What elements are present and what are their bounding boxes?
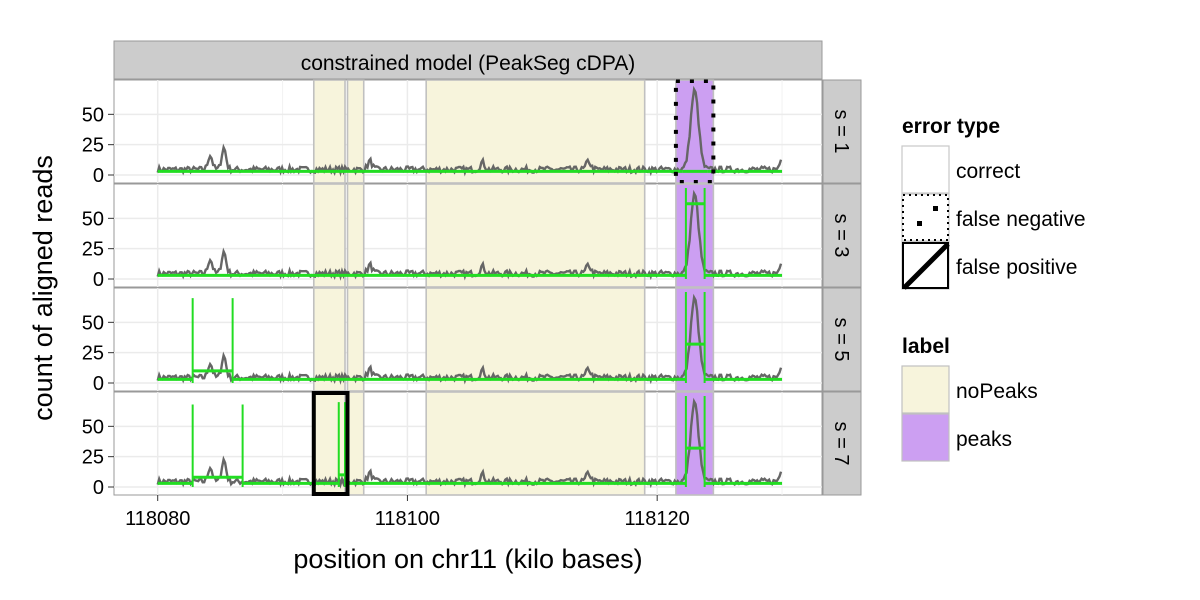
facet-strip-label: s = 5 (830, 318, 852, 362)
legend-title-error-type: error type (902, 115, 1000, 138)
y-tick-label: 0 (93, 269, 104, 291)
chart-title: constrained model (PeakSeg cDPA) (301, 52, 636, 75)
y-axis-label: count of aligned reads (28, 155, 58, 421)
facet-strip-label: s = 1 (830, 110, 852, 154)
facet-panel (113, 391, 823, 496)
legend-item-label: false positive (956, 256, 1077, 279)
y-tick-label: 50 (82, 104, 104, 126)
error-false-positive (311, 391, 350, 496)
coverage-line (156, 189, 783, 281)
legend-key-dot (917, 221, 922, 226)
facet-panels (113, 79, 823, 496)
legend-key-diagonal (902, 242, 950, 290)
facet-panel (113, 79, 823, 184)
title-strip (113, 40, 823, 80)
y-tick-label: 25 (82, 447, 104, 469)
legend-key-false-negative (902, 194, 949, 241)
label-region-noPeaks (425, 79, 646, 184)
facet-panel (113, 183, 823, 288)
label-region-noPeaks (346, 79, 365, 184)
label-region-noPeaks (425, 391, 646, 496)
facet-strip-label: s = 3 (830, 214, 852, 258)
x-tick-label: 118120 (625, 508, 690, 530)
facet-panel (113, 287, 823, 392)
x-axis-label: position on chr11 (kilo bases) (293, 544, 642, 574)
y-tick-label: 0 (93, 373, 104, 395)
label-region-noPeaks (425, 287, 646, 392)
legend-key-box (901, 193, 950, 242)
x-tick-label: 118080 (125, 508, 190, 530)
legend-key-dot (933, 206, 938, 211)
facet-strip (822, 287, 862, 392)
facet-strip-label: s = 7 (830, 422, 852, 466)
legend: error type correct false negative false pos… (901, 115, 1086, 462)
legend-item-label: peaks (956, 428, 1012, 451)
legend-item-label: false negative (956, 208, 1086, 231)
coverage-line (156, 293, 783, 385)
label-region-peaks (675, 287, 715, 392)
legend-key-peaks (901, 413, 950, 462)
legend-item-label: noPeaks (956, 380, 1038, 403)
axes: 0 25 50 0 25 50 0 25 50 0 25 50 118080 118100 118120 (82, 104, 690, 530)
facet-strip (822, 183, 862, 288)
label-region-noPeaks (425, 183, 646, 288)
error-false-negative (673, 79, 716, 184)
y-tick-label: 50 (82, 416, 104, 438)
y-tick-label: 25 (82, 343, 104, 365)
label-region-noPeaks (346, 391, 365, 496)
y-tick-label: 50 (82, 312, 104, 334)
y-tick-label: 25 (82, 239, 104, 261)
facet-strip (822, 391, 862, 496)
label-region-noPeaks (346, 287, 365, 392)
legend-key-false-positive (902, 242, 949, 289)
x-tick-label: 118100 (375, 508, 440, 530)
y-tick-label: 0 (93, 477, 104, 499)
legend-key-box (901, 145, 950, 194)
y-tick-label: 25 (82, 135, 104, 157)
facet-strips: s = 1 s = 3 s = 5 s = 7 (113, 40, 862, 496)
y-tick-label: 50 (82, 208, 104, 230)
legend-title-label: label (902, 335, 950, 358)
legend-key-noPeaks (901, 365, 950, 414)
label-region-noPeaks (346, 183, 365, 288)
coverage-line (156, 397, 783, 489)
facet-strip (822, 79, 862, 184)
y-tick-label: 0 (93, 165, 104, 187)
coverage-line (156, 85, 783, 177)
legend-item-label: correct (956, 160, 1020, 183)
